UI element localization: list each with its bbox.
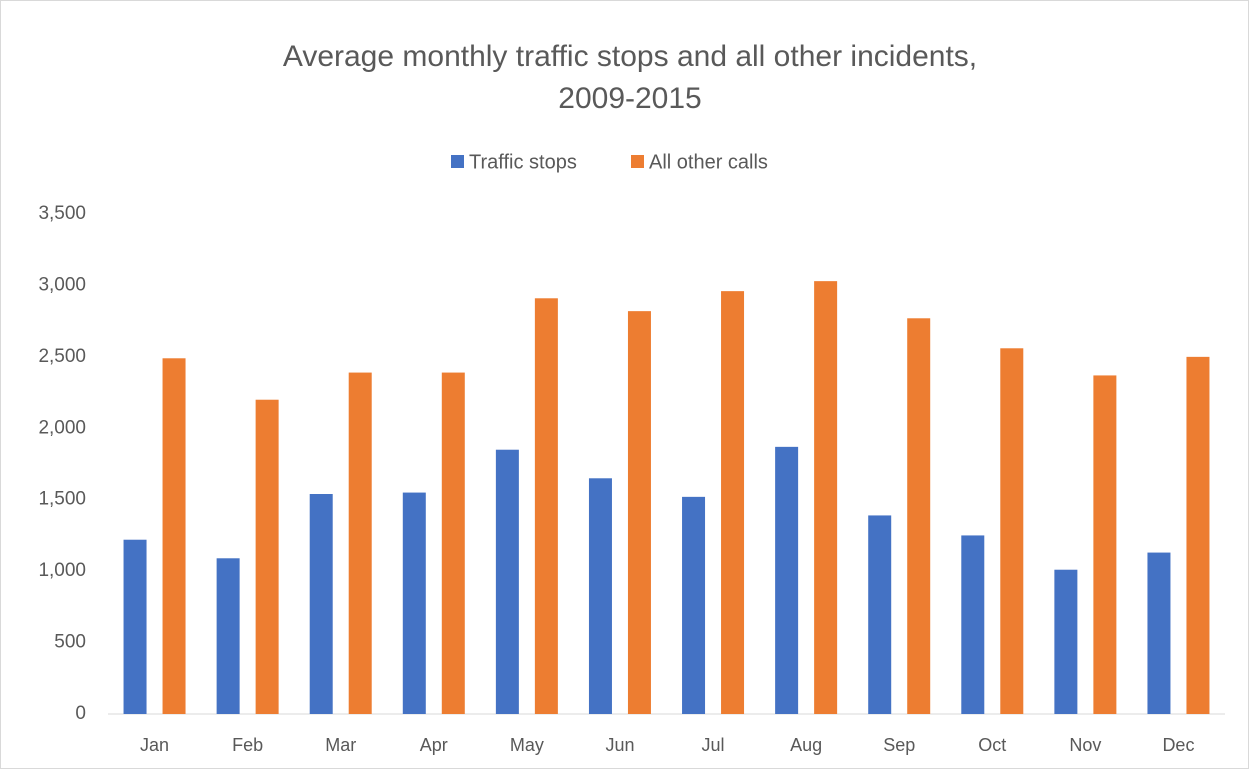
bar bbox=[1000, 348, 1024, 714]
chart-title: Average monthly traffic stops and all ot… bbox=[283, 40, 977, 73]
bar bbox=[721, 291, 745, 714]
x-tick-label: Jan bbox=[140, 735, 169, 755]
x-tick-label: Jun bbox=[605, 735, 634, 755]
legend-label: Traffic stops bbox=[469, 151, 577, 173]
chart-title: 2009-2015 bbox=[558, 82, 701, 115]
bar bbox=[1147, 552, 1171, 714]
bar bbox=[907, 318, 931, 714]
bar bbox=[495, 449, 519, 714]
bar bbox=[162, 358, 186, 714]
bar bbox=[441, 372, 465, 714]
y-tick-label: 3,000 bbox=[38, 274, 86, 295]
y-tick-label: 500 bbox=[54, 632, 86, 653]
bar bbox=[961, 535, 985, 714]
bar bbox=[682, 496, 706, 714]
bar bbox=[216, 558, 240, 714]
bar bbox=[123, 539, 147, 714]
x-tick-label: Aug bbox=[790, 735, 822, 755]
x-tick-label: Feb bbox=[232, 735, 263, 755]
bar bbox=[1093, 375, 1117, 714]
legend-swatch bbox=[631, 155, 644, 168]
y-tick-label: 1,000 bbox=[38, 560, 86, 581]
bar bbox=[309, 494, 333, 714]
legend-label: All other calls bbox=[649, 151, 768, 173]
y-tick-label: 2,000 bbox=[38, 417, 86, 438]
y-tick-label: 2,500 bbox=[38, 346, 86, 367]
bar bbox=[534, 298, 558, 714]
bar bbox=[588, 478, 612, 714]
x-tick-label: Mar bbox=[325, 735, 356, 755]
x-tick-label: Oct bbox=[978, 735, 1006, 755]
bar bbox=[402, 492, 426, 714]
bar bbox=[775, 446, 799, 714]
x-tick-label: Sep bbox=[883, 735, 915, 755]
legend-swatch bbox=[451, 155, 464, 168]
x-tick-label: Dec bbox=[1162, 735, 1194, 755]
y-tick-label: 1,500 bbox=[38, 489, 86, 510]
y-tick-label: 3,500 bbox=[38, 203, 86, 224]
x-tick-label: Nov bbox=[1069, 735, 1101, 755]
y-tick-label: 0 bbox=[75, 703, 86, 724]
x-tick-label: Apr bbox=[420, 735, 448, 755]
bar bbox=[255, 399, 279, 714]
bar bbox=[868, 515, 892, 714]
bar bbox=[1186, 356, 1210, 714]
bar bbox=[627, 311, 651, 714]
bar bbox=[348, 372, 372, 714]
bar bbox=[1054, 569, 1078, 714]
x-tick-label: Jul bbox=[702, 735, 725, 755]
bar bbox=[814, 281, 838, 714]
x-tick-label: May bbox=[510, 735, 544, 755]
